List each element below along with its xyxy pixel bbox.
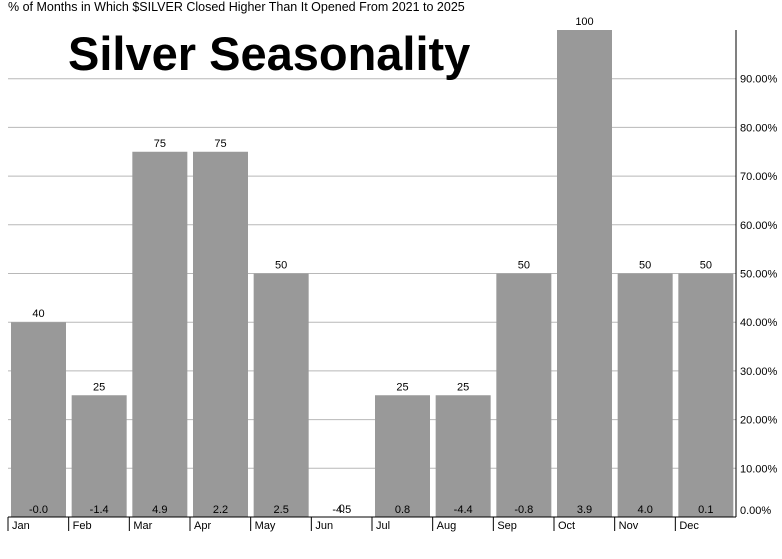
- x-tick-label: May: [255, 520, 276, 532]
- bar-value-label: 50: [639, 260, 651, 272]
- x-tick-label: Mar: [133, 520, 152, 532]
- average-change-label: -4.4: [454, 504, 473, 516]
- average-change-label: -4.5: [332, 504, 351, 516]
- y-tick-label: 70.00%: [740, 171, 778, 183]
- y-tick-label: 60.00%: [740, 220, 778, 232]
- x-tick-label: Nov: [619, 520, 639, 532]
- chart-subtitle: % of Months in Which $SILVER Closed High…: [8, 0, 465, 14]
- x-tick-label: Jan: [12, 520, 30, 532]
- bar-value-label: 0: [339, 503, 345, 515]
- bar: [11, 322, 66, 517]
- y-tick-label: 20.00%: [740, 415, 778, 427]
- bar-value-label: 50: [275, 260, 287, 272]
- y-tick-label: 0.00%: [740, 505, 771, 517]
- x-tick-label: Feb: [73, 520, 92, 532]
- bar: [557, 30, 612, 517]
- bar-value-label: 75: [214, 138, 226, 150]
- y-tick-label: 10.00%: [740, 463, 778, 475]
- average-change-label: 2.5: [274, 504, 289, 516]
- y-tick-label: 40.00%: [740, 317, 778, 329]
- bar: [71, 395, 127, 517]
- average-change-label: -0.0: [29, 504, 48, 516]
- y-tick-label: 80.00%: [740, 122, 778, 134]
- bar-value-label: 25: [396, 381, 408, 393]
- bar-value-label: 50: [700, 260, 712, 272]
- x-tick-label: Dec: [679, 520, 699, 532]
- bar-value-label: 75: [154, 138, 166, 150]
- bar-value-label: 40: [32, 308, 44, 320]
- bar: [375, 395, 430, 517]
- y-tick-label: 30.00%: [740, 366, 778, 378]
- bar: [253, 273, 309, 517]
- bar: [193, 151, 248, 517]
- average-change-label: 0.8: [395, 504, 410, 516]
- bar: [132, 151, 188, 517]
- x-tick-label: Jul: [376, 520, 390, 532]
- x-tick-label: Jun: [315, 520, 333, 532]
- average-change-label: 4.0: [638, 504, 653, 516]
- chart-title: Silver Seasonality: [68, 27, 471, 80]
- average-change-label: 3.9: [577, 504, 592, 516]
- bar: [678, 273, 734, 517]
- y-tick-label: 50.00%: [740, 269, 778, 281]
- y-tick-label: 90.00%: [740, 74, 778, 86]
- bar: [496, 273, 552, 517]
- bar-value-label: 100: [575, 16, 593, 28]
- bar-value-label: 25: [457, 381, 469, 393]
- bar: [435, 395, 491, 517]
- average-change-label: 2.2: [213, 504, 228, 516]
- average-change-label: -0.8: [514, 504, 533, 516]
- average-change-label: -1.4: [90, 504, 109, 516]
- x-tick-label: Oct: [558, 520, 575, 532]
- bar: [617, 273, 673, 517]
- bar-value-label: 50: [518, 260, 530, 272]
- bar-value-label: 25: [93, 381, 105, 393]
- average-change-label: 4.9: [152, 504, 167, 516]
- x-tick-label: Sep: [497, 520, 517, 532]
- x-tick-label: Apr: [194, 520, 211, 532]
- average-change-label: 0.1: [698, 504, 713, 516]
- x-tick-label: Aug: [437, 520, 457, 532]
